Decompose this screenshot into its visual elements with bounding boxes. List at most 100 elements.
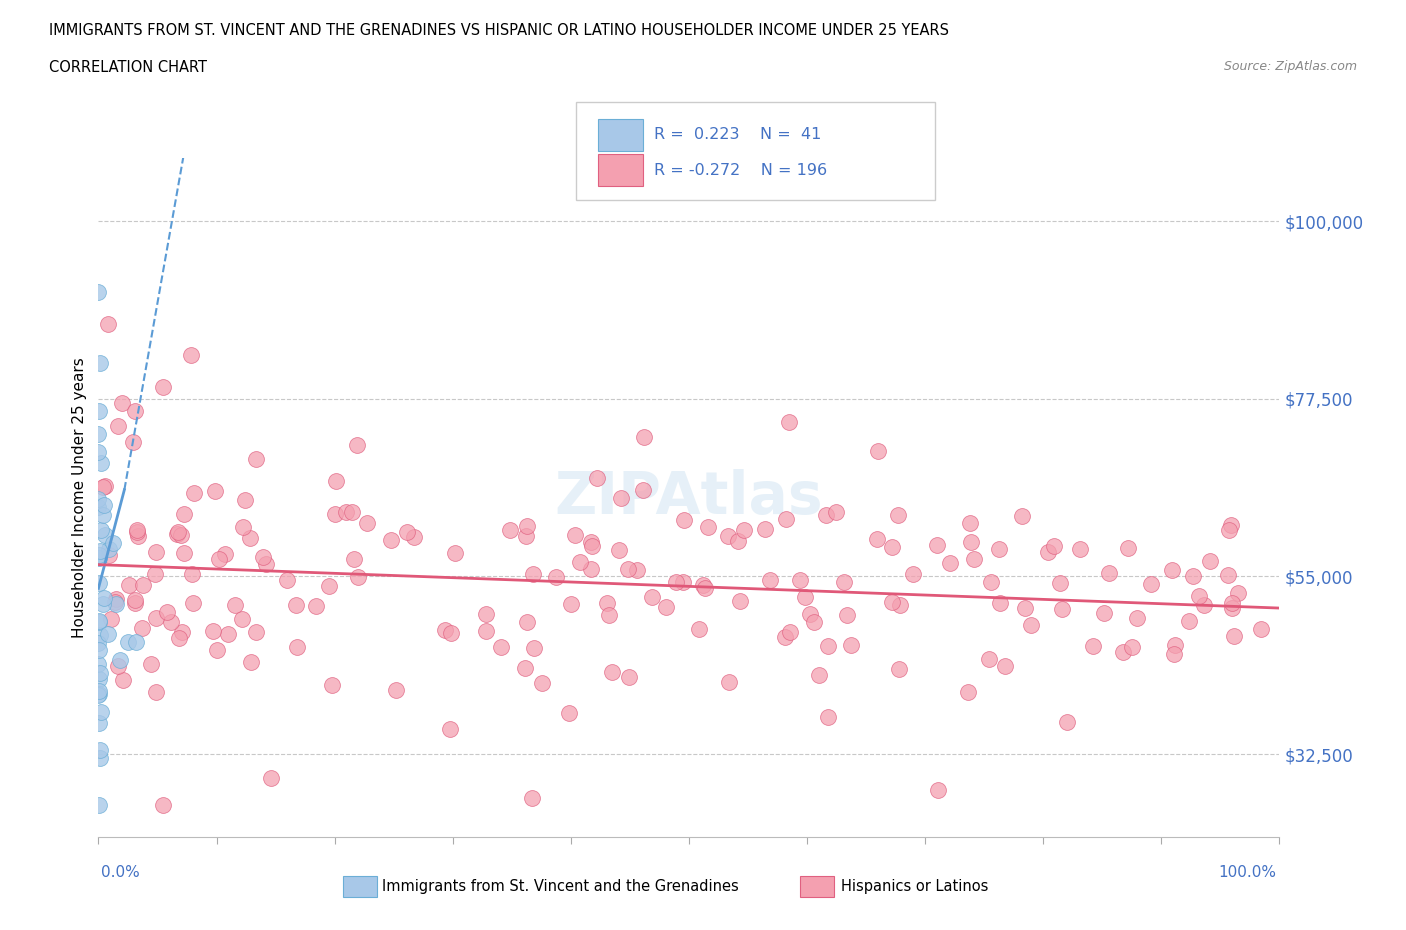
Point [1049, 575, 1071, 590]
Point [1043, 539, 1066, 554]
Point [434, 623, 457, 638]
Point [104, 596, 127, 611]
Point [305, 598, 328, 613]
Point [87, 686, 110, 701]
Point [994, 659, 1017, 674]
Point [957, 684, 980, 699]
Point [173, 507, 195, 522]
Point [825, 505, 848, 520]
Point [107, 418, 129, 433]
Point [963, 551, 986, 566]
Point [617, 561, 640, 576]
Point [108, 653, 131, 668]
Point [655, 600, 678, 615]
Point [1038, 545, 1060, 560]
Point [581, 538, 603, 553]
Point [254, 556, 277, 571]
Point [87, 687, 110, 702]
Point [104, 595, 127, 610]
Text: R = -0.272    N = 196: R = -0.272 N = 196 [654, 163, 827, 178]
Point [170, 624, 193, 639]
Point [581, 562, 603, 577]
Point [87, 427, 110, 442]
Point [89, 643, 111, 658]
Point [318, 578, 340, 593]
Point [579, 534, 602, 549]
Point [717, 528, 740, 543]
Point [489, 640, 512, 655]
Point [181, 566, 204, 581]
Point [276, 573, 298, 588]
Point [988, 542, 1011, 557]
Point [925, 538, 948, 552]
Point [240, 655, 263, 670]
Point [610, 491, 633, 506]
Point [733, 523, 755, 538]
Point [89, 684, 111, 698]
Point [882, 539, 904, 554]
Point [1220, 596, 1243, 611]
Point [97, 548, 120, 563]
Point [564, 528, 586, 543]
Point [807, 668, 830, 683]
Point [523, 641, 546, 656]
Point [1192, 597, 1215, 612]
Point [118, 578, 141, 593]
Point [516, 615, 538, 630]
Point [131, 621, 153, 636]
Point [89, 715, 111, 730]
Point [107, 658, 129, 673]
Point [347, 570, 370, 585]
Point [87, 445, 110, 459]
Point [1216, 568, 1239, 583]
Point [202, 624, 225, 639]
Point [1126, 611, 1149, 626]
Point [444, 546, 467, 561]
Point [89, 751, 111, 765]
Point [560, 597, 582, 612]
Point [1199, 553, 1222, 568]
Point [239, 530, 262, 545]
Point [181, 595, 204, 610]
Point [395, 525, 418, 539]
Point [586, 471, 609, 485]
Point [880, 594, 903, 609]
Point [404, 530, 426, 545]
Point [235, 493, 257, 508]
Point [794, 590, 817, 604]
Point [1092, 605, 1115, 620]
Point [530, 676, 553, 691]
Point [384, 683, 406, 698]
Point [170, 528, 193, 543]
Point [602, 665, 624, 680]
Point [516, 519, 538, 534]
Point [617, 670, 640, 684]
Point [1019, 618, 1042, 632]
Point [1160, 563, 1182, 578]
Point [380, 532, 402, 547]
Text: 100.0%: 100.0% [1219, 865, 1277, 880]
Point [1188, 589, 1211, 604]
Point [132, 578, 155, 592]
Point [125, 635, 148, 650]
Point [475, 624, 498, 639]
Point [112, 673, 135, 688]
Point [633, 430, 655, 445]
Point [596, 595, 619, 610]
Text: Immigrants from St. Vincent and the Grenadines: Immigrants from St. Vincent and the Gren… [382, 879, 740, 894]
Point [89, 615, 111, 630]
Point [152, 379, 174, 394]
Point [728, 594, 751, 609]
Point [218, 627, 240, 642]
Point [959, 535, 981, 550]
Point [89, 743, 111, 758]
Point [87, 551, 110, 565]
Point [205, 643, 228, 658]
Point [515, 528, 537, 543]
Point [990, 595, 1012, 610]
Point [111, 395, 134, 410]
Point [97, 627, 120, 642]
Point [87, 635, 110, 650]
Point [839, 638, 862, 653]
Point [641, 590, 664, 604]
